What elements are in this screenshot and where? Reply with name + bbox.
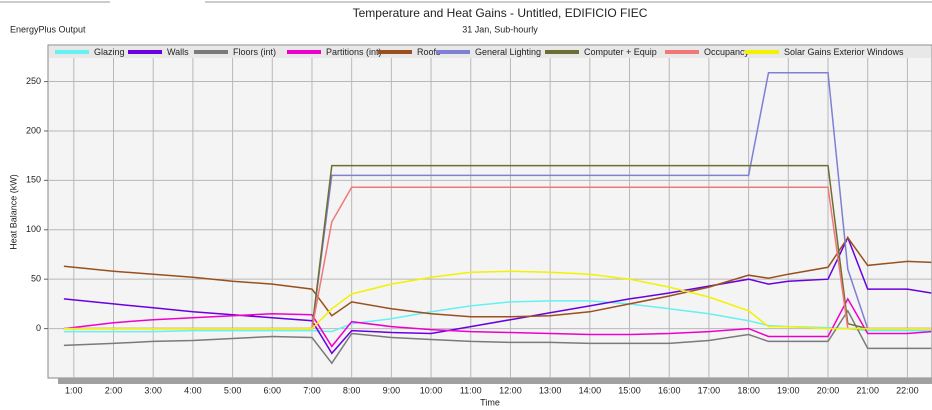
series-line [63, 236, 932, 318]
x-tick-label: 19:00 [777, 385, 800, 395]
series-line [63, 270, 932, 330]
y-tick-label: 200 [26, 125, 41, 135]
y-tick-label: 50 [31, 274, 41, 284]
y-tick-label: 100 [26, 224, 41, 234]
legend-label: Glazing [94, 47, 125, 57]
x-tick-label: 4:00 [184, 385, 202, 395]
legend-label: Occupancy [704, 47, 750, 57]
x-tick-label: 13:00 [539, 385, 562, 395]
x-tick-label: 20:00 [817, 385, 840, 395]
x-tick-label: 9:00 [383, 385, 401, 395]
x-tick-label: 6:00 [264, 385, 282, 395]
x-tick-label: 1:00 [65, 385, 83, 395]
y-axis-label: Heat Balance (kW) [8, 174, 18, 250]
legend-label: Floors (int) [233, 47, 276, 57]
x-tick-label: 22:00 [896, 385, 919, 395]
x-tick-label: 14:00 [579, 385, 602, 395]
y-tick-label: 150 [26, 175, 41, 185]
legend-label: General Lighting [475, 47, 541, 57]
x-tick-label: 11:00 [460, 385, 482, 395]
source-label: EnergyPlus Output [10, 24, 86, 34]
x-tick-label: 7:00 [303, 385, 321, 395]
time-bar [58, 378, 932, 384]
x-tick-label: 3:00 [144, 385, 162, 395]
chart-title: Temperature and Heat Gains - Untitled, E… [353, 6, 648, 20]
legend-label: Partitions (int) [326, 47, 382, 57]
x-tick-label: 18:00 [737, 385, 760, 395]
x-tick-label: 15:00 [618, 385, 641, 395]
legend-label: Solar Gains Exterior Windows [784, 47, 904, 57]
legend-label: Walls [167, 47, 189, 57]
legend-label: Computer + Equip [584, 47, 657, 57]
series-line [63, 309, 932, 365]
series-line [63, 300, 932, 333]
x-tick-label: 21:00 [856, 385, 879, 395]
x-tick-label: 2:00 [105, 385, 123, 395]
x-tick-label: 17:00 [698, 385, 721, 395]
x-tick-label: 5:00 [224, 385, 242, 395]
x-tick-label: 16:00 [658, 385, 681, 395]
x-tick-label: 10:00 [420, 385, 443, 395]
chart-subtitle: 31 Jan, Sub-hourly [462, 24, 538, 34]
series-line [63, 297, 932, 348]
y-tick-label: 250 [26, 76, 41, 86]
legend-label: Roofs [417, 47, 441, 57]
x-axis-label: Time [480, 397, 500, 407]
x-tick-label: 8:00 [343, 385, 361, 395]
y-tick-label: 0 [36, 323, 41, 333]
legend-box [49, 46, 931, 58]
x-tick-label: 12:00 [499, 385, 522, 395]
